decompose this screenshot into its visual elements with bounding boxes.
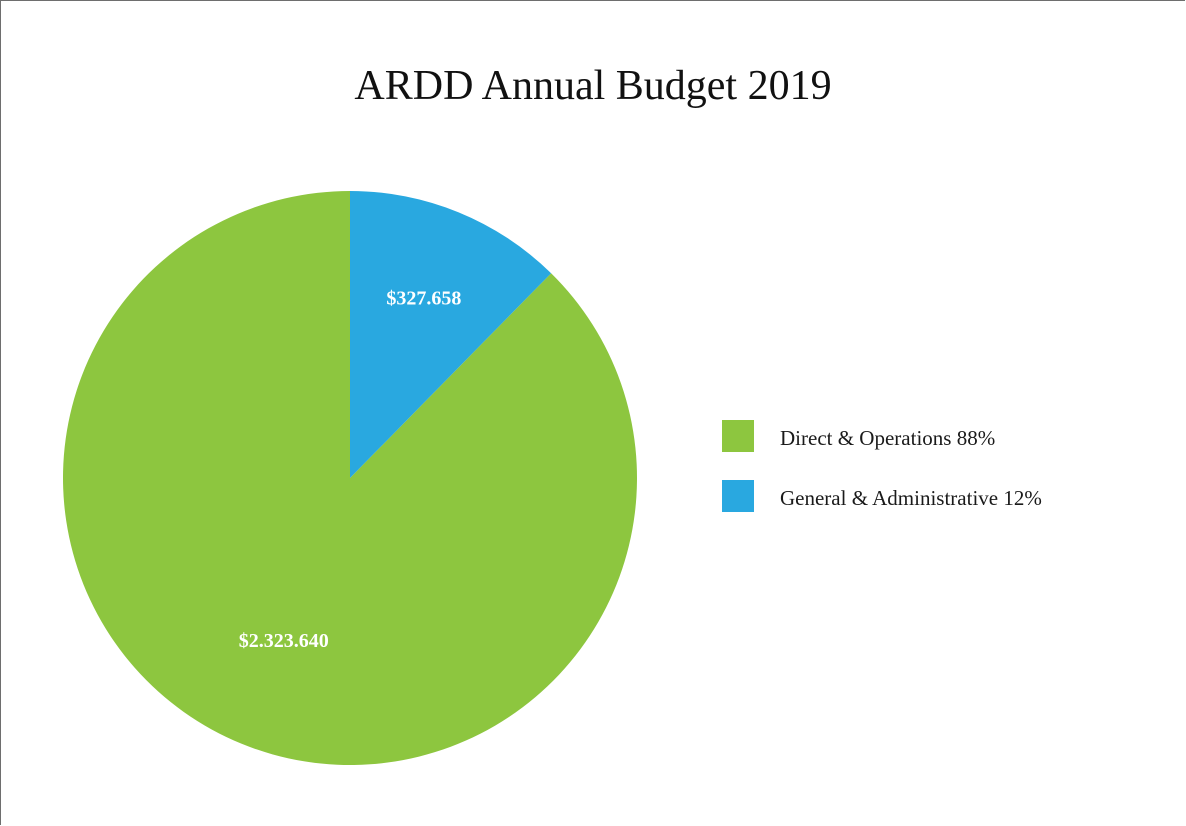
legend-swatch-direct-operations <box>722 420 754 452</box>
slice-label-direct-operations: $2.323.640 <box>239 630 329 652</box>
legend-label-general-administrative: General & Administrative 12% <box>780 486 1042 510</box>
legend-swatch-general-administrative <box>722 480 754 512</box>
pie-slice-general-administrative <box>350 191 552 478</box>
legend-label-direct-operations: Direct & Operations 88% <box>780 426 996 450</box>
slice-label-general-administrative: $327.658 <box>386 287 461 309</box>
chart-title: ARDD Annual Budget 2019 <box>354 63 832 109</box>
